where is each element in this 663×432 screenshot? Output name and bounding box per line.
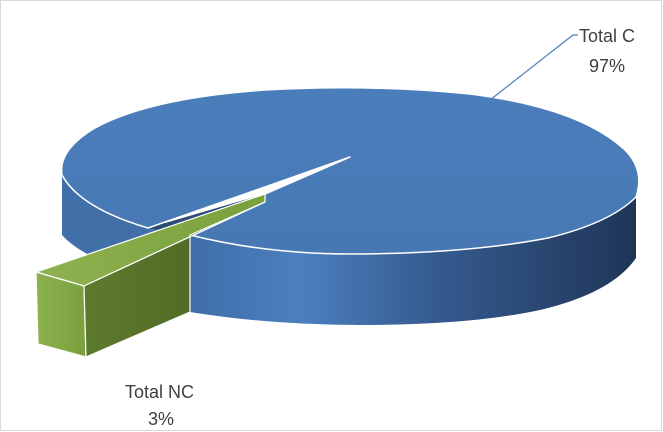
slice-total-nc-front	[35, 271, 87, 358]
label-total-c: Total C	[579, 26, 635, 46]
label-total-nc-percent: 3%	[148, 409, 174, 429]
slice-total-c-side-front	[190, 197, 636, 325]
label-total-nc: Total NC	[125, 382, 194, 402]
leader-line-total-c	[489, 34, 578, 101]
slice-total-c[interactable]	[60, 87, 640, 255]
label-total-c-percent: 97%	[589, 56, 625, 76]
slice-total-nc-side	[83, 201, 266, 358]
